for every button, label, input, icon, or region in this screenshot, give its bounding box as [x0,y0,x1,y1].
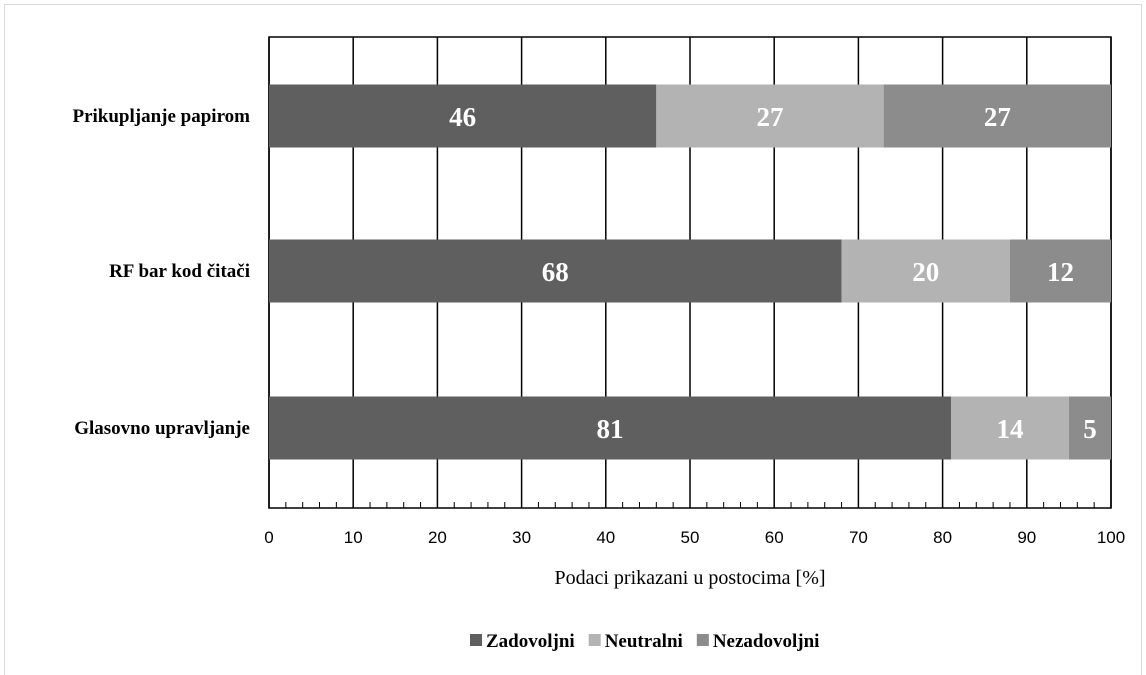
bar-segment [951,396,1069,460]
bar-data-label: 12 [1047,257,1074,287]
x-tick-label: 30 [512,528,531,547]
bar-data-label: 46 [449,102,476,132]
legend-swatch [588,634,601,646]
legend: Zadovoljni Neutralni Nezadovoljni [470,631,819,652]
bar-segment [269,84,657,148]
bar-data-label: 20 [912,257,939,287]
bar-segment [269,239,842,303]
bar-segment [1068,396,1111,460]
legend-swatch [696,634,709,646]
bar-data-label: 5 [1083,414,1097,444]
x-tick-label: 80 [933,528,952,547]
bar-segment [883,84,1111,148]
bar-data-label: 27 [756,102,783,132]
bar-segment [1009,239,1111,303]
x-tick-label: 90 [1017,528,1036,547]
category-label: RF bar kod čitači [109,261,250,282]
category-labels: Prikupljanje papirom RF bar kod čitači Gla… [72,106,250,439]
x-tick-label: 0 [264,528,273,547]
legend-label: Neutralni [605,631,683,652]
bar-data-label: 81 [597,414,624,444]
bar-data-label: 68 [542,257,569,287]
x-tick-label: 50 [681,528,700,547]
minor-ticks [285,502,1095,508]
bar-segment [269,396,952,460]
x-axis-title: Podaci prikazani u postocima [%] [554,567,825,589]
x-tick-label: 40 [596,528,615,547]
x-tick-label: 100 [1097,528,1125,547]
x-tick-labels: 0 10 20 30 40 50 60 70 80 90 100 [264,528,1125,547]
bars: 46 27 27 68 20 12 81 14 5 [269,84,1111,460]
chart-frame [4,4,1142,675]
x-tick-label: 20 [428,528,447,547]
category-label: Glasovno upravljanje [74,418,250,439]
bar-data-label: 14 [996,414,1023,444]
legend-swatch [470,634,482,646]
bar-data-label: 27 [984,102,1011,132]
x-tick-label: 70 [849,528,868,547]
x-tick-label: 10 [344,528,363,547]
category-label: Prikupljanje papirom [72,106,250,127]
bar-segment [656,84,884,148]
legend-label: Zadovoljni [486,631,575,652]
legend-label: Nezadovoljni [713,631,820,652]
x-tick-label: 60 [765,528,784,547]
bar-segment [841,239,1010,303]
